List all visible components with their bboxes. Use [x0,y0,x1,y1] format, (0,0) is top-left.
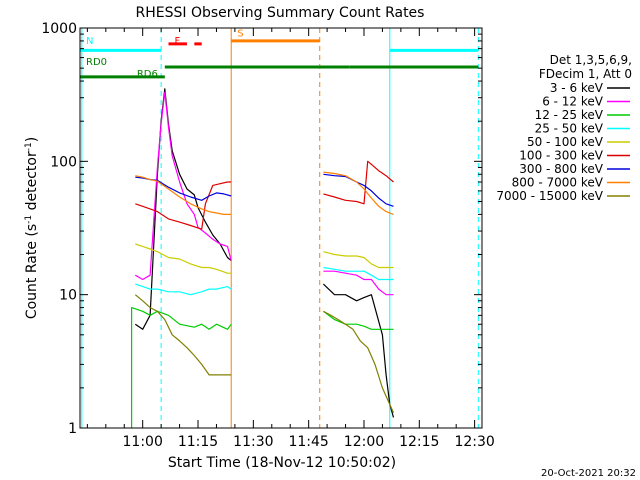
x-tick-label-3: 11:30 [233,434,273,450]
series-3-segment-2 [323,310,394,330]
state-label-s: S [237,29,243,40]
legend-label-8: 800 - 7000 keV [512,176,604,190]
y-axis-ticks: 1 10 100 1000 [41,21,482,437]
chart-title: RHESSI Observing Summary Count Rates [136,5,425,21]
series-7-segment-2 [323,173,394,207]
series-2-segment-2 [323,270,394,296]
x-axis-label: Start Time (18-Nov-12 10:50:02) [168,455,396,471]
vertical-marker-lines [81,28,479,428]
y-tick-label-4: 1000 [41,21,77,37]
x-tick-label-6: 12:15 [399,434,439,450]
x-tick-label-5: 12:00 [344,434,384,450]
series-5-segment-2 [323,251,394,269]
x-tick-label-2: 11:15 [178,434,218,450]
state-bars: N F S RD0 RD6 [80,29,479,80]
legend-title-detectors: Det 1,3,5,6,9, [550,53,632,67]
state-label-rd0: RD0 [86,57,107,68]
x-tick-label-7: 12:30 [454,434,494,450]
series-3-segment-1 [131,307,232,428]
legend-label-3: 12 - 25 keV [535,108,604,122]
legend-title-decimation: FDecim 1, Att 0 [539,67,632,81]
y-tick-label-2: 10 [59,288,77,304]
state-label-f: F [175,36,181,47]
series-4-segment-2 [323,266,394,281]
legend-label-9: 7000 - 15000 keV [496,189,603,203]
series-8-segment-1 [135,175,232,215]
state-label-n: N [86,36,93,47]
data-series [131,88,395,428]
series-1-segment-1 [134,88,232,330]
legend-label-4: 25 - 50 keV [535,122,604,136]
series-9-segment-2 [323,310,395,414]
series-8-segment-2 [323,171,394,215]
series-6-segment-1 [135,181,232,230]
legend-label-7: 300 - 800 keV [519,162,603,176]
series-5-segment-1 [135,243,232,274]
series-9-segment-1 [134,294,232,376]
x-tick-label-1: 11:00 [123,434,163,450]
legend-label-5: 50 - 100 keV [527,135,604,149]
series-4-segment-1 [135,283,232,296]
y-tick-label-3: 100 [50,154,77,170]
x-axis-ticks: 11:00 11:15 11:30 11:45 12:00 12:15 12:30 [86,28,495,450]
state-label-rd6: RD6 [137,69,158,80]
series-1-segment-2 [322,283,395,418]
x-tick-label-4: 11:45 [288,434,328,450]
y-axis-label: Count Rate (s-1 detector-1) [24,137,40,319]
series-2-segment-1 [134,91,232,281]
generation-timestamp: 20-Oct-2021 20:32 [541,468,636,479]
series-6-segment-2 [323,160,394,205]
legend-label-6: 100 - 300 keV [519,149,603,163]
y-tick-label-1: 1 [68,421,77,437]
plot-frame [79,27,483,429]
legend-label-1: 3 - 6 keV [550,81,604,95]
legend-label-2: 6 - 12 keV [542,95,604,109]
